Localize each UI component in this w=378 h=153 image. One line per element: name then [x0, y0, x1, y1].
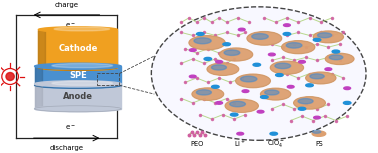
- Ellipse shape: [287, 85, 294, 88]
- Ellipse shape: [286, 43, 302, 48]
- FancyBboxPatch shape: [38, 30, 45, 68]
- FancyBboxPatch shape: [35, 84, 42, 109]
- Ellipse shape: [225, 99, 258, 112]
- Ellipse shape: [343, 101, 351, 104]
- Text: e$^-$: e$^-$: [65, 123, 76, 132]
- Ellipse shape: [189, 36, 225, 50]
- Ellipse shape: [284, 24, 290, 26]
- Ellipse shape: [196, 90, 211, 95]
- Ellipse shape: [318, 33, 332, 38]
- Ellipse shape: [282, 41, 315, 54]
- FancyBboxPatch shape: [38, 30, 118, 68]
- Ellipse shape: [298, 107, 306, 110]
- Ellipse shape: [313, 38, 321, 41]
- Ellipse shape: [237, 132, 243, 135]
- Ellipse shape: [310, 74, 324, 79]
- Ellipse shape: [197, 32, 204, 35]
- Ellipse shape: [252, 34, 268, 39]
- Ellipse shape: [52, 81, 113, 85]
- Ellipse shape: [224, 50, 240, 55]
- Ellipse shape: [260, 88, 291, 100]
- Ellipse shape: [223, 43, 231, 46]
- Ellipse shape: [6, 73, 14, 80]
- Text: discharge: discharge: [50, 146, 84, 151]
- Text: ClO$_4^-$: ClO$_4^-$: [266, 138, 285, 149]
- Ellipse shape: [306, 84, 313, 87]
- Ellipse shape: [220, 48, 253, 61]
- Text: charge: charge: [54, 2, 79, 7]
- Ellipse shape: [314, 116, 321, 119]
- Ellipse shape: [52, 63, 113, 68]
- Text: Cathode: Cathode: [58, 44, 98, 53]
- Ellipse shape: [230, 101, 245, 107]
- FancyBboxPatch shape: [35, 66, 121, 85]
- Ellipse shape: [275, 63, 291, 69]
- Ellipse shape: [35, 82, 121, 88]
- Ellipse shape: [207, 63, 239, 75]
- Ellipse shape: [298, 99, 313, 104]
- Ellipse shape: [344, 87, 350, 90]
- Ellipse shape: [313, 130, 321, 133]
- Ellipse shape: [38, 65, 118, 71]
- Ellipse shape: [194, 38, 211, 44]
- Ellipse shape: [189, 49, 196, 51]
- Ellipse shape: [54, 27, 110, 31]
- Ellipse shape: [253, 63, 260, 66]
- Ellipse shape: [35, 106, 121, 112]
- Ellipse shape: [35, 81, 121, 87]
- Ellipse shape: [332, 50, 340, 53]
- Ellipse shape: [257, 110, 264, 113]
- Ellipse shape: [212, 85, 219, 88]
- Ellipse shape: [204, 57, 212, 60]
- Ellipse shape: [242, 90, 249, 92]
- Text: SPE: SPE: [69, 71, 87, 80]
- Ellipse shape: [283, 32, 291, 35]
- Ellipse shape: [239, 28, 245, 31]
- Ellipse shape: [216, 102, 223, 104]
- Ellipse shape: [313, 31, 343, 43]
- Text: PEO: PEO: [190, 141, 204, 147]
- FancyBboxPatch shape: [35, 84, 121, 109]
- Ellipse shape: [329, 55, 343, 60]
- Ellipse shape: [270, 61, 304, 74]
- Ellipse shape: [306, 72, 336, 84]
- Ellipse shape: [299, 61, 305, 63]
- Ellipse shape: [151, 7, 366, 140]
- Ellipse shape: [35, 63, 121, 69]
- Ellipse shape: [216, 61, 223, 63]
- Text: e$^-$: e$^-$: [65, 21, 76, 30]
- Ellipse shape: [192, 88, 224, 100]
- Ellipse shape: [294, 97, 325, 109]
- Ellipse shape: [276, 74, 283, 76]
- Ellipse shape: [312, 131, 326, 136]
- FancyBboxPatch shape: [35, 66, 42, 85]
- Ellipse shape: [189, 75, 196, 78]
- Text: Li$^+$: Li$^+$: [234, 139, 246, 149]
- Ellipse shape: [325, 68, 332, 71]
- Ellipse shape: [38, 27, 118, 32]
- Ellipse shape: [240, 76, 257, 82]
- Ellipse shape: [260, 96, 268, 99]
- Ellipse shape: [231, 113, 238, 116]
- Ellipse shape: [247, 32, 282, 45]
- Text: FS: FS: [315, 141, 323, 147]
- Ellipse shape: [268, 53, 275, 56]
- Ellipse shape: [236, 74, 270, 88]
- Ellipse shape: [270, 132, 277, 135]
- Ellipse shape: [325, 53, 354, 64]
- Text: Anode: Anode: [63, 92, 93, 101]
- Ellipse shape: [211, 65, 226, 70]
- Ellipse shape: [265, 90, 279, 95]
